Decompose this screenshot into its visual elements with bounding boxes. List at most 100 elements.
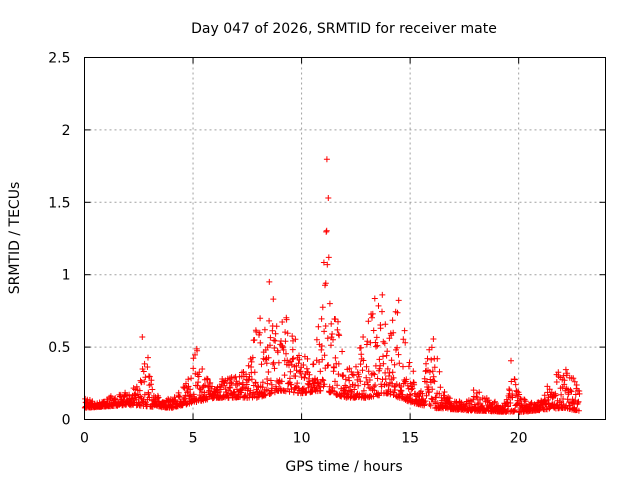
data-point (509, 394, 516, 401)
data-point (394, 309, 401, 316)
data-point (266, 317, 273, 324)
data-point (148, 377, 155, 384)
data-point (339, 348, 346, 355)
data-point (512, 381, 519, 388)
data-point (252, 379, 259, 386)
data-point (491, 399, 498, 406)
data-point (355, 382, 362, 389)
data-point (273, 323, 280, 330)
data-point (396, 360, 403, 367)
data-point (376, 356, 383, 363)
data-point (201, 389, 208, 396)
data-point (424, 355, 431, 362)
data-point (375, 302, 382, 309)
data-point (346, 365, 353, 372)
chart-title: Day 047 of 2026, SRMTID for receiver mat… (191, 21, 497, 37)
data-point (569, 396, 576, 403)
data-point (289, 356, 296, 363)
y-axis-label: SRMTID / TECUs (7, 182, 23, 295)
data-point (192, 351, 198, 358)
data-point (434, 355, 441, 362)
data-point (398, 387, 405, 394)
data-point (271, 365, 278, 372)
data-point (323, 227, 330, 234)
data-point (196, 385, 203, 392)
data-point (257, 339, 264, 346)
data-point (389, 317, 396, 324)
data-point (426, 369, 433, 375)
data-point (553, 379, 560, 385)
data-point (258, 361, 265, 368)
data-point (507, 400, 514, 406)
data-point (187, 386, 194, 393)
data-point (271, 337, 277, 344)
data-point (272, 330, 279, 337)
data-point (370, 393, 377, 400)
data-point (546, 386, 553, 393)
data-point (399, 391, 406, 398)
data-point (155, 394, 162, 401)
data-point (196, 369, 203, 376)
data-point (360, 334, 367, 340)
data-point (281, 372, 288, 379)
y-tick-label: 2.5 (48, 51, 70, 67)
data-point (324, 261, 331, 268)
data-point (354, 376, 361, 383)
data-point (446, 395, 453, 402)
data-point (322, 323, 329, 329)
data-point (360, 387, 367, 394)
data-point (568, 388, 575, 395)
data-point (204, 396, 211, 403)
data-point (267, 342, 273, 349)
data-point (298, 374, 305, 380)
data-point (511, 376, 518, 383)
data-point (363, 374, 370, 381)
data-point (190, 365, 197, 372)
data-point (423, 392, 430, 399)
data-point (296, 356, 303, 363)
data-point (228, 379, 234, 386)
data-point (558, 391, 565, 398)
x-tick-label: 15 (401, 431, 419, 447)
data-point (387, 388, 394, 395)
data-point (318, 343, 325, 349)
data-point (332, 354, 339, 361)
data-point (357, 378, 364, 385)
data-point (279, 319, 286, 325)
data-point (411, 381, 418, 388)
data-point (358, 344, 364, 351)
data-point (371, 295, 378, 302)
data-point (423, 360, 429, 367)
data-point (516, 391, 523, 398)
data-point (265, 354, 272, 361)
data-point (145, 354, 151, 361)
data-point (315, 379, 322, 386)
data-point (321, 381, 328, 388)
data-point (236, 380, 243, 387)
data-point (474, 401, 481, 408)
axis-ticks: 0 5 10 15 20 0 0.5 1 1.5 2 2.5 (48, 51, 606, 447)
data-point (283, 350, 289, 357)
x-axis-label: GPS time / hours (285, 459, 402, 475)
data-point (476, 389, 483, 396)
data-point (353, 363, 359, 370)
data-point (570, 375, 577, 382)
data-point (409, 385, 416, 392)
data-point (319, 376, 326, 383)
data-point (324, 362, 331, 369)
data-point (352, 382, 359, 389)
data-point (388, 357, 395, 364)
data-point (289, 346, 296, 353)
data-point (428, 344, 435, 351)
data-point (199, 366, 206, 372)
data-point (315, 323, 322, 330)
data-point (267, 334, 274, 341)
data-point (385, 382, 392, 389)
data-point (293, 367, 300, 374)
data-point (425, 384, 432, 391)
data-point (141, 378, 148, 385)
data-point (190, 355, 197, 362)
data-point (366, 377, 373, 383)
data-point (325, 254, 332, 261)
data-point (374, 342, 381, 349)
